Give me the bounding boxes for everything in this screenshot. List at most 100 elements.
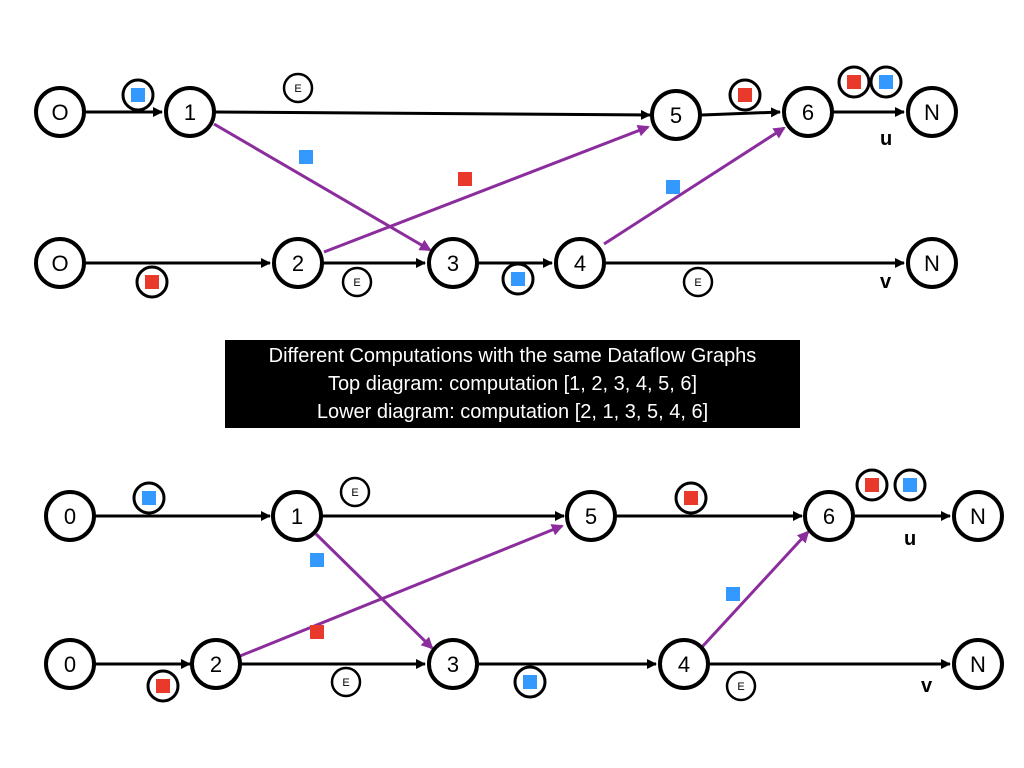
bottom-e-marker-after-2: E — [330, 666, 362, 698]
red-token-icon — [738, 88, 752, 102]
bottom-node-3: 3 — [427, 638, 479, 690]
top-token-red-on-cross-2-5 — [458, 172, 472, 186]
svg-text:N: N — [970, 504, 986, 529]
svg-text:N: N — [970, 652, 986, 677]
top-node-4: 4 — [554, 237, 606, 289]
svg-text:N: N — [924, 251, 940, 276]
top-cross-edge-4-to-6 — [603, 126, 786, 246]
bottom-token-blue-on-cross-4-6 — [726, 587, 740, 601]
svg-text:E: E — [294, 83, 301, 95]
red-token-icon — [145, 275, 159, 289]
top-edge-5-to-6 — [701, 107, 781, 118]
top-node-5: 5 — [650, 89, 702, 141]
svg-text:1: 1 — [184, 100, 196, 125]
blue-token-icon — [131, 88, 145, 102]
top-e-marker-after-4: E — [682, 266, 714, 298]
bottom-cross-edge-4-to-6 — [700, 530, 810, 649]
svg-text:N: N — [924, 100, 940, 125]
bottom-diagram: 0 1 5 6 N 0 2 3 — [44, 468, 1004, 703]
bottom-e-marker-upper: E — [339, 476, 371, 508]
bottom-token-red-source-lower — [146, 669, 180, 703]
top-token-red-source-lower — [135, 265, 169, 299]
blue-token-icon — [511, 272, 525, 286]
bottom-node-5: 5 — [565, 490, 617, 542]
svg-text:E: E — [694, 277, 701, 289]
bottom-token-red-output — [855, 468, 889, 502]
svg-text:2: 2 — [292, 251, 304, 276]
bottom-token-blue-source — [132, 481, 166, 515]
top-node-2: 2 — [272, 237, 324, 289]
top-node-6: 6 — [782, 86, 834, 138]
svg-text:E: E — [342, 677, 349, 689]
red-token-icon — [865, 478, 879, 492]
red-token-icon — [684, 491, 698, 505]
bottom-cross-edge-1-to-3 — [314, 532, 434, 650]
bottom-node-source-upper: 0 — [44, 490, 96, 542]
blue-token-icon — [879, 75, 893, 89]
bottom-token-blue-on-cross-1-3 — [310, 553, 324, 567]
svg-text:5: 5 — [585, 504, 597, 529]
bottom-node-source-lower: 0 — [44, 638, 96, 690]
svg-text:0: 0 — [64, 504, 76, 529]
svg-text:3: 3 — [447, 251, 459, 276]
top-output-label-u: u — [880, 128, 892, 150]
bottom-node-2: 2 — [190, 638, 242, 690]
bottom-node-sink-upper: N — [952, 490, 1004, 542]
svg-text:4: 4 — [678, 652, 690, 677]
top-cross-edge-2-to-5 — [323, 125, 650, 254]
bottom-token-red-on-cross-2-5 — [310, 625, 324, 639]
bottom-cross-edge-2-to-5 — [239, 524, 564, 658]
blue-token-icon — [903, 478, 917, 492]
blue-token-icon — [142, 491, 156, 505]
top-cross-edge-1-to-3 — [213, 122, 432, 252]
top-token-red-before-6 — [728, 78, 762, 112]
svg-text:1: 1 — [291, 504, 303, 529]
red-token-icon — [847, 75, 861, 89]
top-token-blue-after-3 — [501, 262, 535, 296]
bottom-node-4: 4 — [658, 638, 710, 690]
top-output-label-v: v — [880, 271, 892, 293]
caption-box: Different Computations with the same Dat… — [225, 340, 800, 428]
svg-text:0: 0 — [64, 652, 76, 677]
top-node-3: 3 — [427, 237, 479, 289]
caption-line-lower: Lower diagram: computation [2, 1, 3, 5, … — [316, 401, 709, 423]
svg-text:E: E — [737, 681, 744, 693]
top-e-marker-upper: E — [282, 72, 314, 104]
top-token-red-output — [837, 65, 871, 99]
red-token-icon — [156, 679, 170, 693]
top-node-sink-upper: N — [906, 86, 958, 138]
bottom-output-label-v: v — [921, 675, 933, 697]
svg-text:6: 6 — [802, 100, 814, 125]
blue-token-icon — [523, 675, 537, 689]
bottom-e-marker-after-4: E — [725, 670, 757, 702]
top-token-blue-source — [121, 78, 155, 112]
bottom-token-blue-after-3 — [513, 665, 547, 699]
svg-text:4: 4 — [574, 251, 586, 276]
svg-text:O: O — [51, 251, 68, 276]
caption-line-top: Top diagram: computation [1, 2, 3, 4, 5,… — [327, 373, 698, 395]
top-edge-1-to-5 — [213, 109, 651, 120]
top-node-1: 1 — [164, 86, 216, 138]
bottom-node-6: 6 — [803, 490, 855, 542]
top-token-blue-on-cross-1-3 — [299, 150, 313, 164]
top-node-sink-lower: N — [906, 237, 958, 289]
svg-text:5: 5 — [670, 103, 682, 128]
bottom-token-blue-output — [893, 468, 927, 502]
bottom-node-1: 1 — [271, 490, 323, 542]
top-diagram: O 1 5 6 N O 2 3 — [34, 65, 958, 299]
svg-text:3: 3 — [447, 652, 459, 677]
caption-line-title: Different Computations with the same Dat… — [268, 345, 757, 367]
top-token-blue-output — [869, 65, 903, 99]
top-e-marker-after-2: E — [341, 266, 373, 298]
bottom-output-label-u: u — [904, 528, 916, 550]
top-node-source-lower: O — [34, 237, 86, 289]
bottom-token-red-after-5 — [674, 481, 708, 515]
svg-text:E: E — [353, 277, 360, 289]
svg-text:2: 2 — [210, 652, 222, 677]
top-node-source-upper: O — [34, 86, 86, 138]
top-token-blue-on-cross-4-6 — [666, 180, 680, 194]
bottom-node-sink-lower: N — [952, 638, 1004, 690]
svg-text:E: E — [351, 487, 358, 499]
svg-text:6: 6 — [823, 504, 835, 529]
